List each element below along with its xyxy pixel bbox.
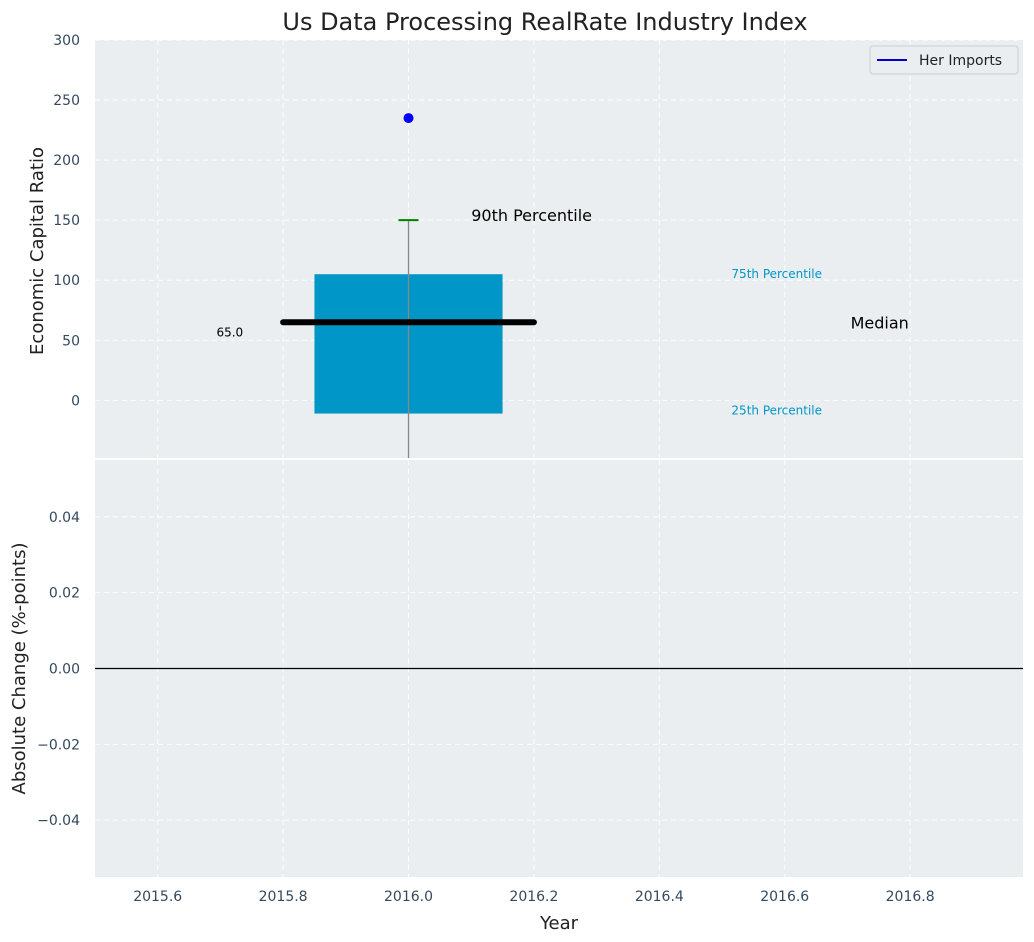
outlier-point	[403, 113, 414, 124]
legend-label-her-imports: Her Imports	[919, 53, 1002, 69]
x-tick-label: 2016.2	[509, 889, 558, 905]
x-tick-label: 2016.0	[384, 889, 433, 905]
bottom-y-tick-label: 0.00	[49, 662, 80, 678]
p90-annotation: 90th Percentile	[471, 206, 592, 225]
chart-title: Us Data Processing RealRate Industry Ind…	[282, 8, 807, 36]
x-axis-label: Year	[539, 913, 579, 934]
top-y-tick-label: 200	[53, 153, 80, 169]
bottom-panel-y-ticks: −0.04 −0.02 0.00 0.02 0.04	[37, 510, 80, 829]
legend-box	[869, 45, 1019, 75]
x-tick-label: 2016.8	[886, 889, 935, 905]
bottom-y-tick-label: 0.02	[49, 586, 80, 602]
bottom-panel: −0.04 −0.02 0.00 0.02 0.04 Absolute Change (…	[9, 460, 1023, 877]
top-y-tick-label: 300	[53, 33, 80, 49]
x-axis-ticks: 2015.6 2015.8 2016.0 2016.2 2016.4 2016.6 2016…	[133, 889, 934, 905]
bottom-panel-y-axis-label: Absolute Change (%-points)	[9, 543, 30, 795]
legend: Her Imports	[869, 45, 1019, 75]
top-y-tick-label: 150	[53, 213, 80, 229]
x-tick-label: 2015.8	[259, 889, 308, 905]
top-panel-y-axis-label: Economic Capital Ratio	[27, 147, 48, 355]
bottom-y-tick-label: 0.04	[49, 510, 80, 526]
top-y-tick-label: 250	[53, 93, 80, 109]
x-tick-label: 2016.6	[760, 889, 809, 905]
median-value-annotation: 65.0	[216, 325, 243, 339]
bottom-y-tick-label: −0.04	[37, 813, 80, 829]
top-y-tick-label: 100	[53, 273, 80, 289]
top-panel-marks	[280, 113, 537, 458]
median-annotation: Median	[851, 313, 909, 332]
top-y-tick-label: 0	[71, 393, 80, 409]
p75-annotation: 75th Percentile	[731, 267, 822, 281]
top-panel-background	[95, 40, 1023, 458]
top-panel-y-ticks: 0 50 100 150 200 250 300	[53, 33, 80, 409]
p25-annotation: 25th Percentile	[731, 404, 822, 418]
top-panel-annotations: 90th Percentile 75th Percentile Median 2…	[216, 206, 908, 417]
top-panel-grid	[95, 39, 1023, 458]
top-y-tick-label: 50	[62, 333, 80, 349]
x-tick-label: 2015.6	[133, 889, 182, 905]
top-panel: 0 50 100 150 200 250 300 90th Percentile 75th …	[27, 33, 1023, 458]
bottom-y-tick-label: −0.02	[37, 737, 80, 753]
x-tick-label: 2016.4	[635, 889, 684, 905]
